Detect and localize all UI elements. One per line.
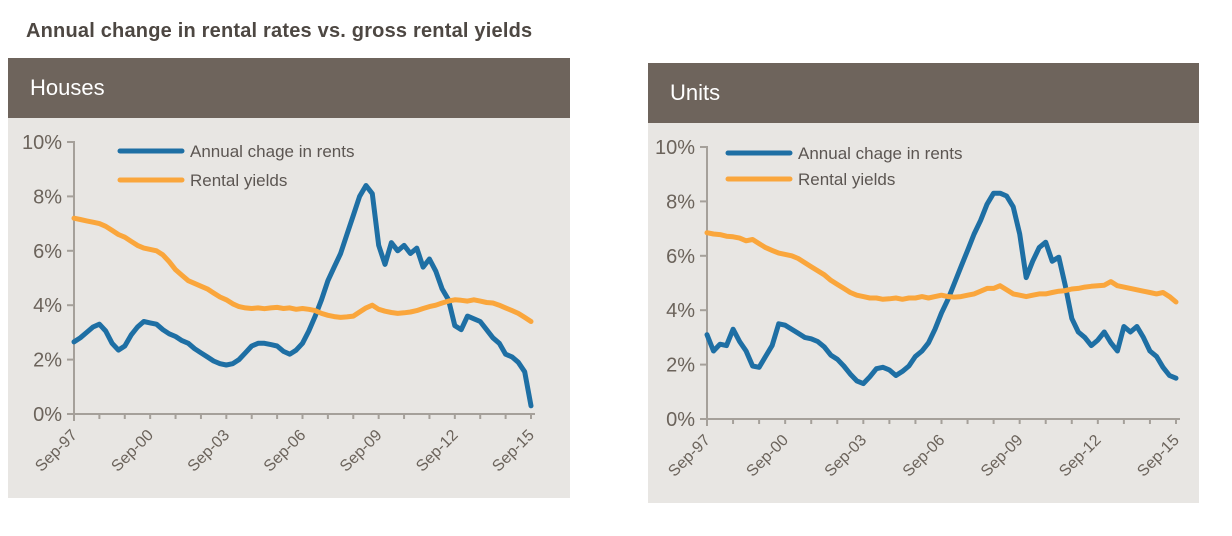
legend-label-rents: Annual chage in rents [798, 144, 962, 163]
y-tick-label: 2% [666, 355, 695, 377]
yields-line [704, 230, 1179, 305]
yields-line [71, 215, 534, 324]
units-panel-title: Units [670, 80, 721, 105]
y-tick-label: 6% [33, 241, 62, 263]
houses-panel-title: Houses [30, 75, 105, 100]
legend-label-rents: Annual chage in rents [190, 142, 354, 161]
legend-label-yields: Rental yields [798, 170, 895, 189]
x-tick-label: Sep-12 [1056, 432, 1105, 481]
units-chart-area: 0% 2% 4% 6% 8% 10% Sep-97 Sep-00 Sep-03 Sep-06 Sep… [648, 123, 1199, 503]
houses-panel: Houses 0% 2% 4% 6% 8% 10% Sep-97 Sep-00 Sep-03 Se… [8, 58, 570, 498]
units-chart-svg: 0% 2% 4% 6% 8% 10% Sep-97 Sep-00 Sep-03 Sep-06 Sep… [655, 137, 1183, 481]
x-tick-label: Sep-06 [261, 427, 310, 476]
x-tick-label: Sep-00 [743, 432, 792, 481]
x-tick-label: Sep-15 [1134, 432, 1183, 481]
y-tick-label: 4% [666, 300, 695, 322]
y-tick-label: 8% [666, 191, 695, 213]
rents-line [704, 190, 1179, 387]
x-tick-label: Sep-97 [665, 432, 714, 481]
units-panel-header: Units [648, 63, 1199, 123]
y-tick-label: 0% [33, 404, 62, 426]
x-tick-label: Sep-09 [337, 427, 386, 476]
x-tick-label: Sep-06 [900, 432, 949, 481]
rents-line [71, 183, 534, 409]
y-tick-label: 10% [655, 137, 695, 159]
x-tick-label: Sep-03 [185, 427, 234, 476]
units-panel: Units 0% 2% 4% 6% 8% 10% Sep-97 Sep-00 Sep-03 Sep… [648, 63, 1199, 503]
y-tick-label: 10% [22, 132, 62, 154]
x-tick-label: Sep-03 [822, 432, 871, 481]
x-tick-label: Sep-09 [978, 432, 1027, 481]
legend-label-yields: Rental yields [190, 171, 287, 190]
y-tick-label: 0% [666, 409, 695, 431]
y-tick-label: 2% [33, 350, 62, 372]
y-tick-label: 4% [33, 295, 62, 317]
y-tick-label: 6% [666, 246, 695, 268]
houses-chart-area: 0% 2% 4% 6% 8% 10% Sep-97 Sep-00 Sep-03 Sep-06 Sep… [8, 118, 570, 498]
x-tick-label: Sep-00 [108, 427, 157, 476]
page-title: Annual change in rental rates vs. gross … [26, 20, 533, 42]
x-tick-label: Sep-12 [413, 427, 462, 476]
houses-panel-header: Houses [8, 58, 570, 118]
x-tick-label: Sep-15 [489, 427, 538, 476]
houses-chart-svg: 0% 2% 4% 6% 8% 10% Sep-97 Sep-00 Sep-03 Sep-06 Sep… [22, 132, 538, 476]
y-tick-label: 8% [33, 186, 62, 208]
x-tick-label: Sep-97 [32, 427, 81, 476]
